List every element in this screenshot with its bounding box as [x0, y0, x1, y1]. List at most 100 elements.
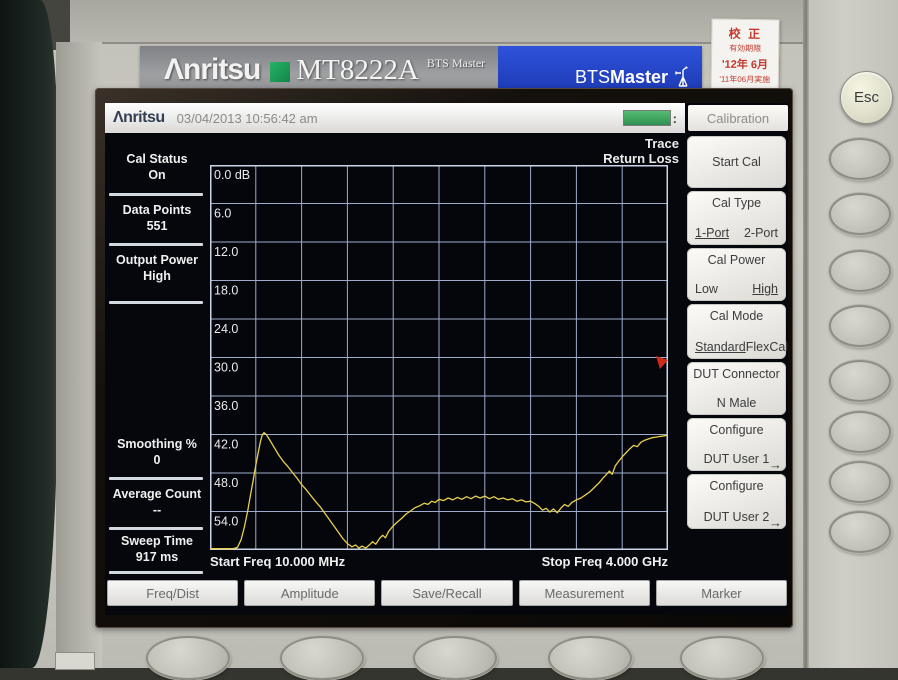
softkey-option-low[interactable]: Low: [695, 282, 718, 296]
softkey-configure-dut-user-2[interactable]: Configure DUT User 2 →: [687, 474, 786, 530]
softkey-title: DUT Connector: [693, 367, 780, 381]
sidebar-label: Sweep Time: [120, 534, 194, 548]
sidebar-divider: [109, 477, 203, 480]
side-softkey-button-6[interactable]: [829, 411, 891, 453]
frequency-range-row: Start Freq 10.000 MHz Stop Freq 4.000 GH…: [210, 554, 668, 569]
sticker-line: '12年 6月: [721, 58, 769, 72]
menu-button-marker[interactable]: Marker: [655, 580, 788, 606]
side-softkey-button-2[interactable]: [829, 193, 891, 235]
menu-button-freq-dist[interactable]: Freq/Dist: [107, 580, 239, 606]
sidebar-divider: [109, 243, 203, 246]
sidebar-label: Data Points: [122, 203, 192, 217]
softkey-option-flexcal[interactable]: FlexCal: [745, 340, 788, 354]
sidebar-value: 551: [146, 219, 168, 233]
sidebar-label: Cal Status: [126, 152, 188, 166]
softkey-title: Cal Type: [711, 196, 762, 210]
panel-seam: [803, 0, 809, 668]
logo-green-square: [270, 62, 291, 82]
softkey-value: DUT User 1 →: [703, 452, 782, 472]
settings-sidebar: Cal Status On Data Points 551 Output Power Hi…: [105, 133, 209, 615]
y-axis-tick-label: 24.0: [214, 322, 238, 336]
sidebar-value: High: [143, 269, 171, 283]
status-anritsu-logo: Λnritsu: [113, 109, 165, 126]
softkey-start-cal[interactable]: Start Cal: [687, 136, 786, 188]
bottom-menu-hardkey-4[interactable]: [548, 636, 632, 680]
bottom-menu-hardkey-2[interactable]: [280, 636, 364, 680]
y-axis-tick-label: 36.0: [214, 399, 238, 413]
sticker-line: 校 正: [728, 26, 763, 42]
trace-label: Trace: [645, 136, 679, 151]
sidebar-value: 917 ms: [135, 550, 179, 564]
side-softkey-button-8[interactable]: [829, 511, 891, 553]
menu-button-measurement[interactable]: Measurement: [518, 580, 650, 606]
softkey-option-standard[interactable]: Standard: [695, 340, 746, 354]
side-softkey-button-7[interactable]: [829, 461, 891, 503]
sidebar-item-smoothing: Smoothing % 0: [105, 436, 209, 468]
model-number: MT8222A: [296, 53, 419, 86]
softkey-options: 1-Port 2-Port: [693, 226, 780, 240]
submenu-arrow-icon: →: [769, 457, 782, 472]
softkey-cal-type[interactable]: Cal Type 1-Port 2-Port: [687, 191, 786, 245]
brand-gray-area: Λnritsu MT8222A BTS Master: [140, 46, 498, 94]
softkey-configure-dut-user-1[interactable]: Configure DUT User 1 →: [687, 418, 786, 472]
sidebar-label: Output Power: [116, 253, 198, 267]
softkey-dut-connector-n-male[interactable]: DUT Connector N Male: [687, 362, 786, 415]
softkey-value: N Male: [716, 396, 757, 410]
sidebar-item-data-points: Data Points 551: [105, 202, 209, 234]
bottom-menu-hardkey-3[interactable]: [413, 636, 497, 680]
sticker-line: 有効期限: [729, 43, 762, 54]
side-softkey-button-3[interactable]: [829, 250, 891, 292]
battery-suffix: :: [672, 110, 677, 126]
softkey-value: DUT User 2 →: [703, 510, 782, 530]
status-datetime: 03/04/2013 10:56:42 am: [176, 110, 318, 126]
antenna-tower-icon: [675, 66, 688, 87]
softkey-options: Low High: [693, 282, 780, 296]
photo-left-edge: [0, 0, 58, 668]
submenu-arrow-icon: →: [769, 515, 782, 530]
menu-button-amplitude[interactable]: Amplitude: [244, 580, 376, 606]
stop-freq-label: Stop Freq 4.000 GHz: [541, 554, 668, 569]
softkey-cal-power[interactable]: Cal Power Low High: [687, 248, 786, 301]
bottom-menu-hardkey-5[interactable]: [680, 636, 764, 680]
badge-text: BTSMaster: [574, 67, 668, 87]
start-freq-label: Start Freq 10.000 MHz: [210, 554, 346, 569]
softkey-option-2-port[interactable]: 2-Port: [743, 226, 778, 240]
side-softkey-button-1[interactable]: [829, 138, 891, 180]
status-bar: Λnritsu 03/04/2013 10:56:42 am :: [105, 103, 685, 133]
y-axis-tick-label: 54.0: [214, 515, 238, 529]
y-axis-tick-label: 18.0: [214, 284, 238, 298]
menu-button-save-recall[interactable]: Save/Recall: [381, 580, 513, 606]
softkey-menu-title: Calibration: [688, 105, 788, 131]
main-menu-bar: Freq/Dist Amplitude Save/Recall Measurement…: [107, 580, 788, 606]
sidebar-item-average-count: Average Count --: [105, 486, 209, 518]
sidebar-item-sweep-time: Sweep Time 917 ms: [105, 533, 209, 565]
sidebar-label: Average Count: [112, 487, 202, 501]
y-axis-tick-label: 42.0: [214, 438, 238, 452]
esc-button[interactable]: Esc: [840, 71, 893, 124]
limit-marker-red-triangle: [656, 355, 668, 369]
softkey-option-high[interactable]: High: [752, 282, 778, 296]
sidebar-divider: [109, 571, 203, 574]
sidebar-value: On: [148, 168, 166, 182]
bottom-menu-hardkey-1[interactable]: [146, 636, 230, 680]
y-axis-tick-label: 12.0: [214, 245, 238, 259]
softkey-title: Start Cal: [712, 155, 761, 169]
softkey-title: Cal Power: [707, 253, 766, 267]
sidebar-item-cal-status: Cal Status On: [105, 151, 209, 183]
graph-border: [210, 165, 668, 550]
sidebar-divider: [109, 301, 203, 304]
softkey-option-1-port[interactable]: 1-Port: [695, 226, 730, 240]
return-loss-graph: 0.0 dB 6.0 12.0 18.0 24.0 30.0 36.0 42.0 48.0 54.…: [210, 165, 668, 550]
softkey-cal-mode[interactable]: Cal Mode Standard FlexCal: [687, 304, 788, 359]
side-softkey-button-4[interactable]: [829, 305, 891, 347]
softkey-column: Start Cal Cal Type 1-Port 2-Port Cal Power Lo…: [685, 133, 788, 615]
softkey-title: Configure: [709, 423, 764, 437]
branding-strip: Λnritsu MT8222A BTS Master BTSMaster: [140, 46, 702, 94]
left-bevel: [56, 42, 102, 668]
sidebar-value: 0: [153, 453, 161, 467]
side-softkey-button-5[interactable]: [829, 360, 891, 402]
sidebar-divider: [109, 527, 203, 530]
y-axis-tick-label: 48.0: [214, 476, 238, 490]
y-axis-tick-label: 0.0 dB: [214, 168, 250, 182]
